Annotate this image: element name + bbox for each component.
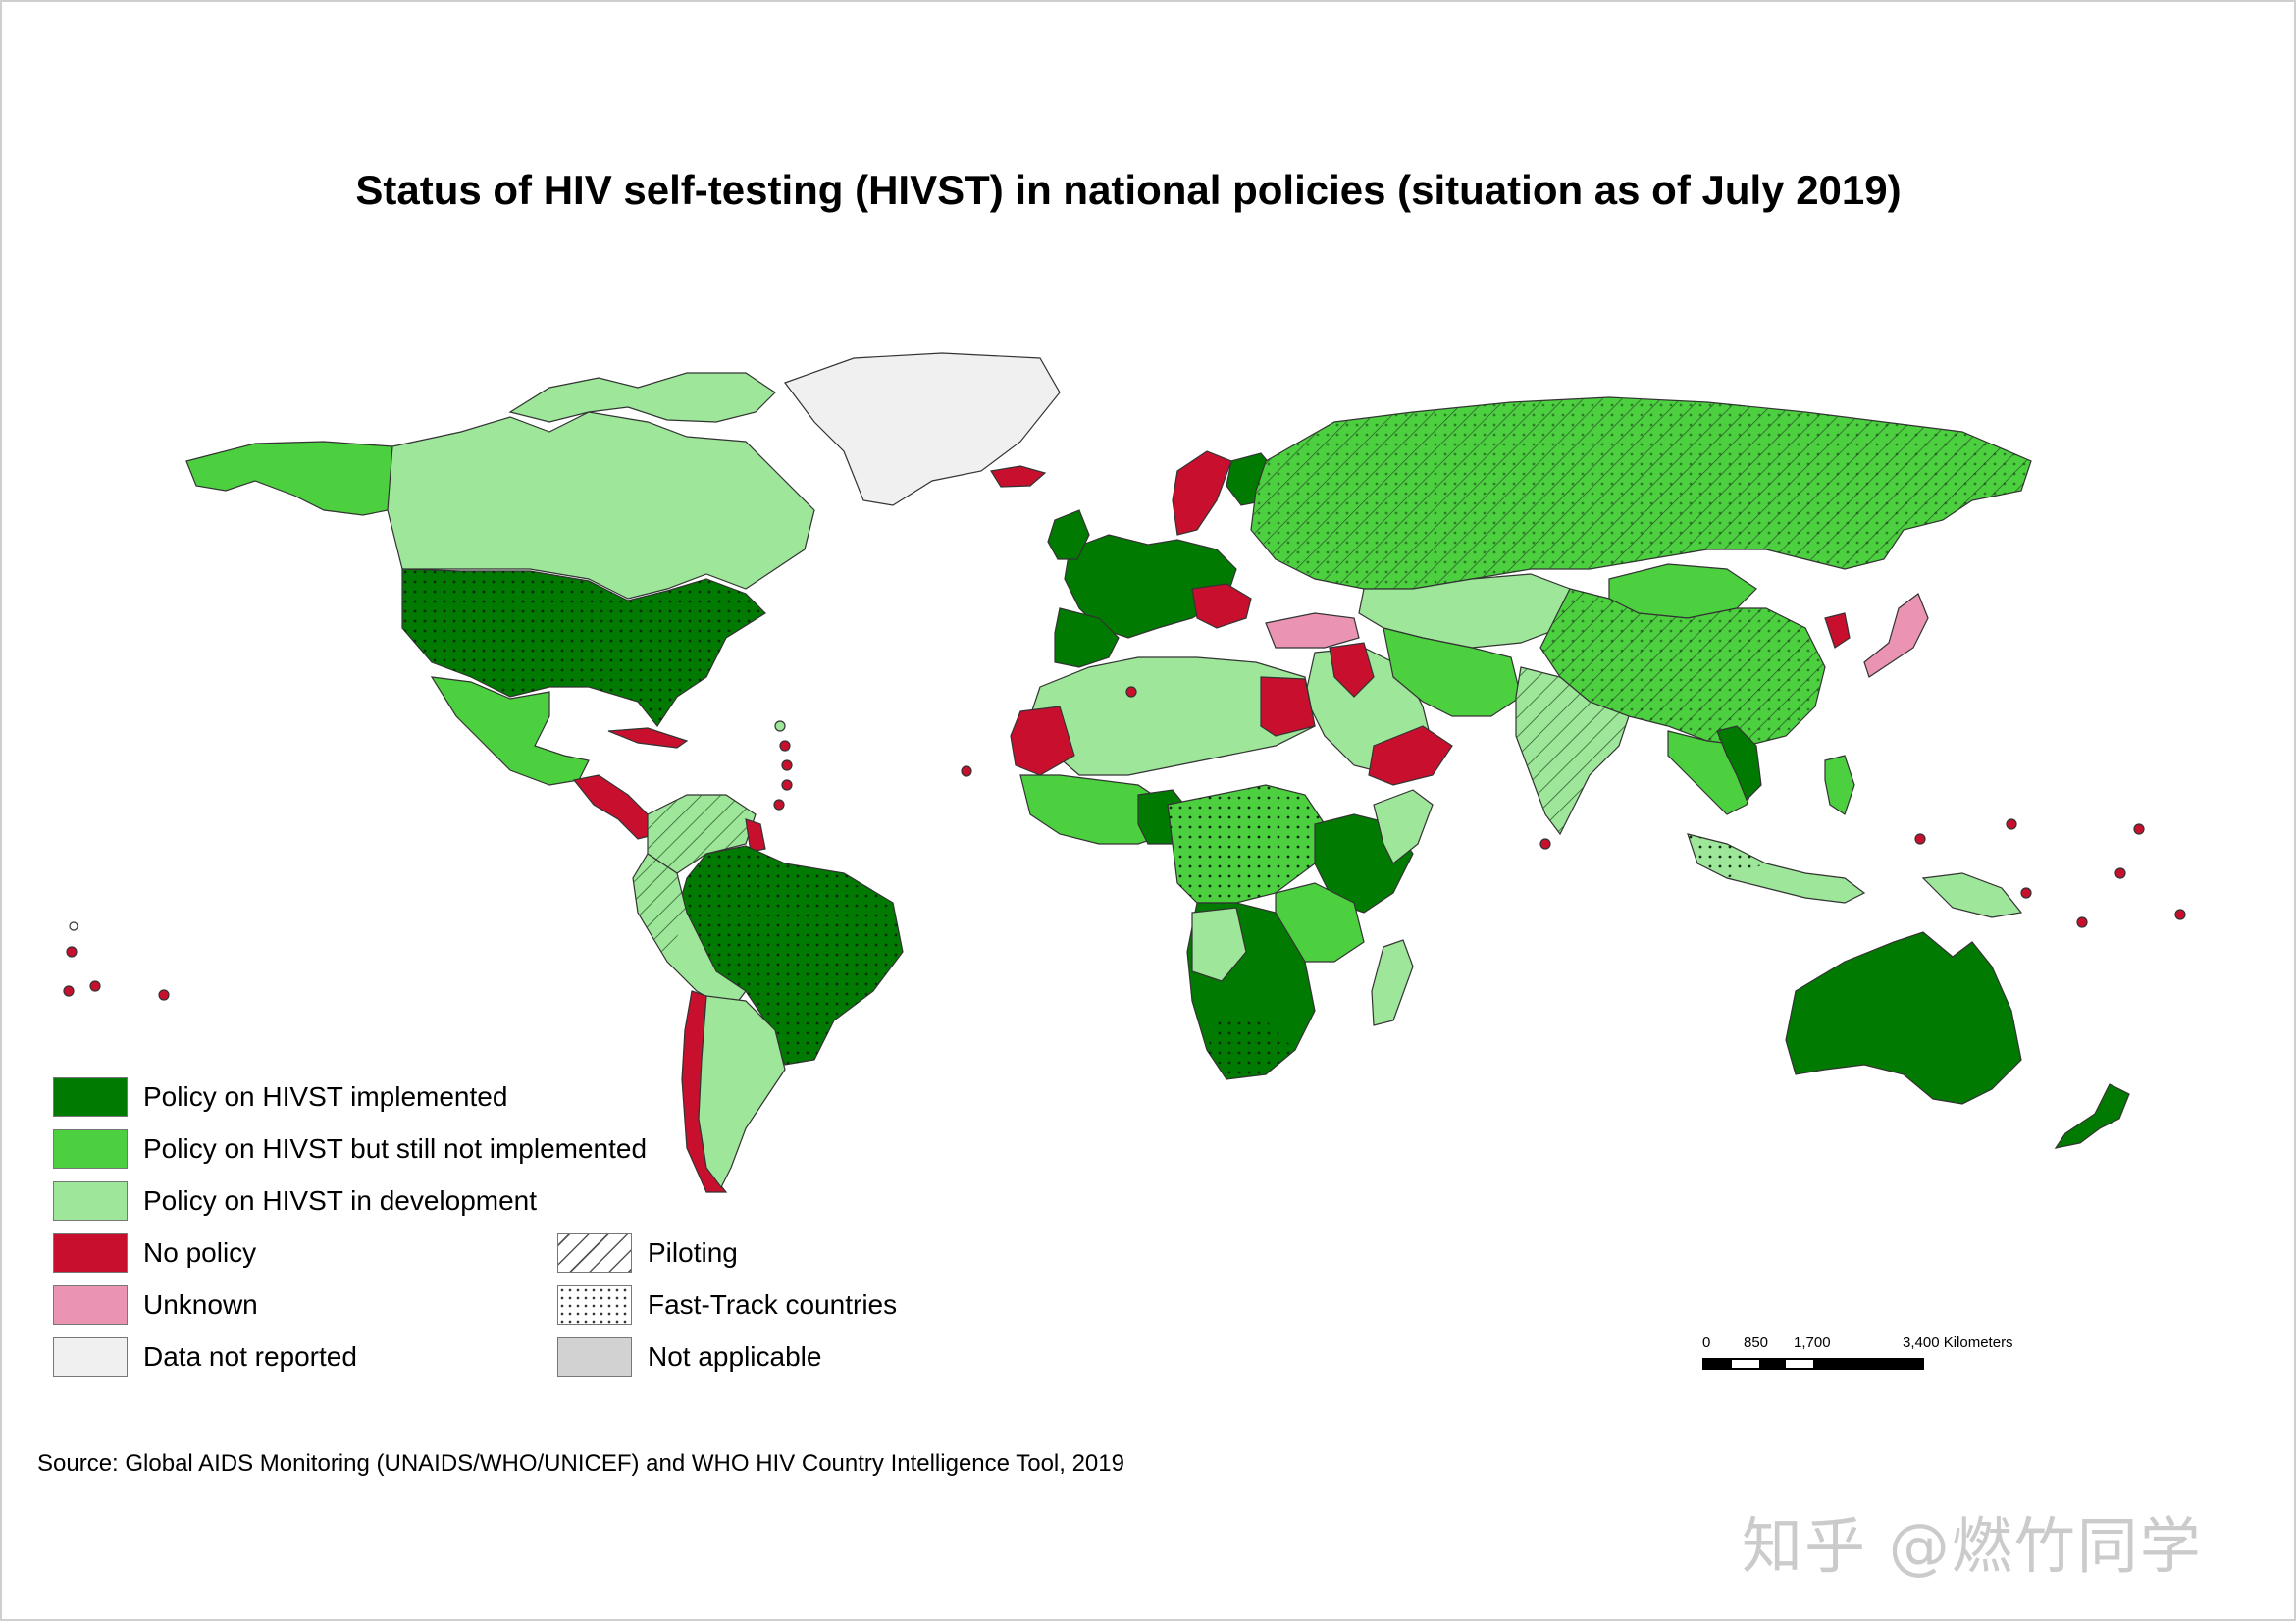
- region-iceland: [990, 465, 1047, 488]
- legend-label: Not applicable: [648, 1341, 822, 1372]
- region-mexico: [430, 676, 590, 786]
- legend-swatch: [53, 1077, 128, 1117]
- map-title: Status of HIV self-testing (HIVST) in na…: [355, 167, 1902, 213]
- island-marker: [774, 720, 786, 732]
- region-scandinavia: [1172, 450, 1232, 536]
- legend-swatch: [53, 1285, 128, 1325]
- island-marker: [2133, 823, 2145, 835]
- region-madagascar: [1371, 939, 1414, 1026]
- island-marker: [773, 799, 785, 810]
- legend-implemented: Policy on HIVST implemented: [53, 1076, 507, 1118]
- island-marker: [961, 765, 972, 777]
- legend-not-applicable: Not applicable: [557, 1336, 821, 1378]
- legend-label: Policy on HIVST in development: [143, 1185, 538, 1216]
- island-marker: [63, 985, 75, 997]
- island-marker: [2020, 887, 2032, 899]
- island-marker: [2174, 909, 2186, 920]
- legend-label: Piloting: [648, 1237, 738, 1268]
- legend-swatch: [53, 1181, 128, 1221]
- region-north-korea: [1824, 612, 1851, 649]
- scale-tick-label: 0: [1702, 1334, 1711, 1351]
- scale-bar: 0 850 1,700 3,400 Kilometers: [1702, 1334, 2013, 1374]
- region-new-zealand: [2054, 1083, 2130, 1149]
- region-somalia: [1373, 789, 1434, 864]
- region-japan: [1863, 593, 1929, 678]
- legend-swatch: [53, 1233, 128, 1273]
- island-marker: [1914, 833, 1926, 845]
- scale-tick-label: 1,700: [1794, 1334, 1831, 1351]
- region-central-asia: [1358, 573, 1571, 649]
- island-marker: [781, 779, 793, 791]
- island-marker: [1539, 838, 1551, 850]
- island-marker: [781, 759, 793, 771]
- legend-label: Policy on HIVST implemented: [143, 1081, 508, 1112]
- watermark: 知乎 @燃竹同学: [1742, 1510, 2203, 1582]
- scale-tick-label: 3,400 Kilometers: [1903, 1334, 2013, 1351]
- region-central-america: [572, 774, 658, 840]
- region-argentina: [698, 995, 786, 1189]
- island-marker: [779, 740, 791, 752]
- legend-label: Data not reported: [143, 1341, 357, 1372]
- legend-swatch: [53, 1129, 128, 1169]
- legend-label: No policy: [143, 1237, 257, 1268]
- legend-label: Policy on HIVST but still not implemente…: [143, 1133, 648, 1164]
- legend-in-development: Policy on HIVST in development: [53, 1180, 537, 1222]
- region-alaska: [185, 441, 403, 516]
- scale-labels: 0 850 1,700 3,400 Kilometers: [1702, 1334, 2095, 1354]
- legend-not-reported: Data not reported: [53, 1336, 357, 1378]
- legend-not-implemented: Policy on HIVST but still not implemente…: [53, 1128, 647, 1170]
- scale-bar-segments: [1702, 1358, 1924, 1370]
- legend-fast-track: Fast-Track countries: [557, 1284, 897, 1326]
- region-australia: [1785, 931, 2022, 1105]
- region-philippines: [1824, 755, 1855, 815]
- region-guianas: [745, 818, 766, 853]
- legend-unknown: Unknown: [53, 1284, 258, 1326]
- island-marker: [2006, 818, 2017, 830]
- island-marker: [66, 946, 78, 958]
- legend-label: Unknown: [143, 1289, 258, 1320]
- legend-piloting: Piloting: [557, 1232, 738, 1274]
- island-marker: [2076, 916, 2088, 928]
- region-vietnam: [1716, 725, 1762, 802]
- legend-swatch: [557, 1337, 632, 1377]
- region-yemen-oman: [1368, 725, 1453, 786]
- region-iberia: [1054, 607, 1120, 668]
- region-papua-new-guinea: [1921, 872, 2023, 918]
- region-cuba: [607, 727, 689, 749]
- region-uk: [1047, 509, 1090, 560]
- region-angola: [1191, 907, 1247, 982]
- region-balkans: [1191, 583, 1252, 629]
- legend-swatch: [557, 1233, 632, 1273]
- region-greenland: [784, 352, 1061, 506]
- region-arctic-islands: [508, 372, 776, 423]
- legend-swatch: [557, 1285, 632, 1325]
- source-note: Source: Global AIDS Monitoring (UNAIDS/W…: [37, 1450, 1124, 1477]
- scale-tick-label: 850: [1744, 1334, 1769, 1351]
- region-iraq-syria: [1329, 642, 1375, 698]
- region-egypt: [1260, 676, 1316, 737]
- island-marker: [158, 989, 170, 1001]
- legend-no-policy: No policy: [53, 1232, 256, 1274]
- region-canada: [387, 411, 815, 600]
- island-marker: [2114, 867, 2126, 879]
- legend-label: Fast-Track countries: [648, 1289, 898, 1320]
- region-iran: [1383, 627, 1522, 717]
- island-marker: [1125, 686, 1137, 698]
- legend-swatch: [53, 1337, 128, 1377]
- region-turkey: [1265, 612, 1360, 649]
- island-marker: [69, 921, 78, 931]
- island-marker: [89, 980, 101, 992]
